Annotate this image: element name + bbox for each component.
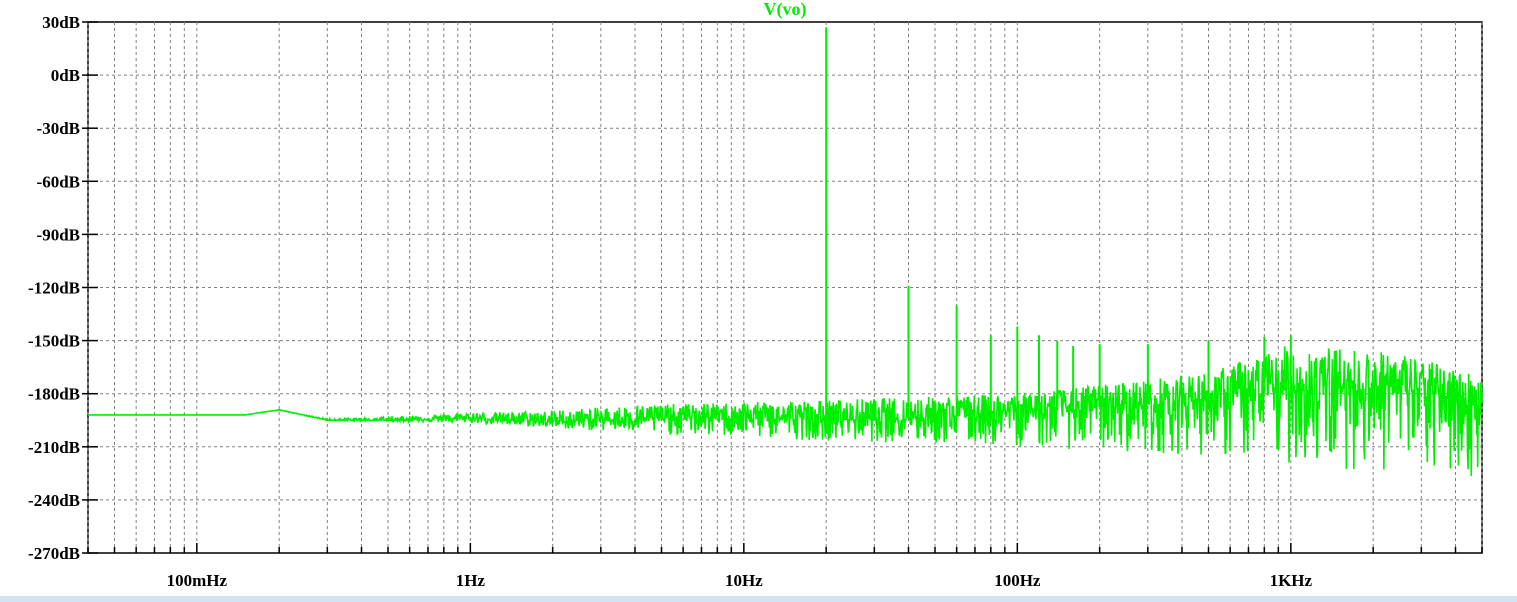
x-tick-label: 10Hz <box>725 571 763 590</box>
x-tick-label: 1Hz <box>456 571 486 590</box>
noise-trace <box>88 346 1483 477</box>
status-strip <box>0 596 1517 602</box>
y-tick-label: -210dB <box>28 438 80 457</box>
y-tick-label: -240dB <box>28 491 80 510</box>
y-tick-label: -30dB <box>37 119 80 138</box>
y-tick-label: -60dB <box>37 172 80 191</box>
y-tick-label: -180dB <box>28 385 80 404</box>
x-tick-label: 100Hz <box>994 571 1041 590</box>
y-tick-label: -90dB <box>37 225 80 244</box>
y-tick-label: -150dB <box>28 332 80 351</box>
x-tick-label: 100mHz <box>167 571 228 590</box>
y-tick-label: -270dB <box>28 544 80 563</box>
trace-layer <box>88 27 1483 477</box>
axis-layer: 30dB 0dB -30dB -60dB -90dB -120dB -150dB -180dB… <box>28 13 1483 590</box>
y-tick-label: 0dB <box>51 66 80 85</box>
y-tick-label: -120dB <box>28 279 80 298</box>
trace-title[interactable]: V(vo) <box>764 0 807 20</box>
y-tick-label: 30dB <box>42 13 80 32</box>
x-tick-label: 1KHz <box>1270 571 1313 590</box>
